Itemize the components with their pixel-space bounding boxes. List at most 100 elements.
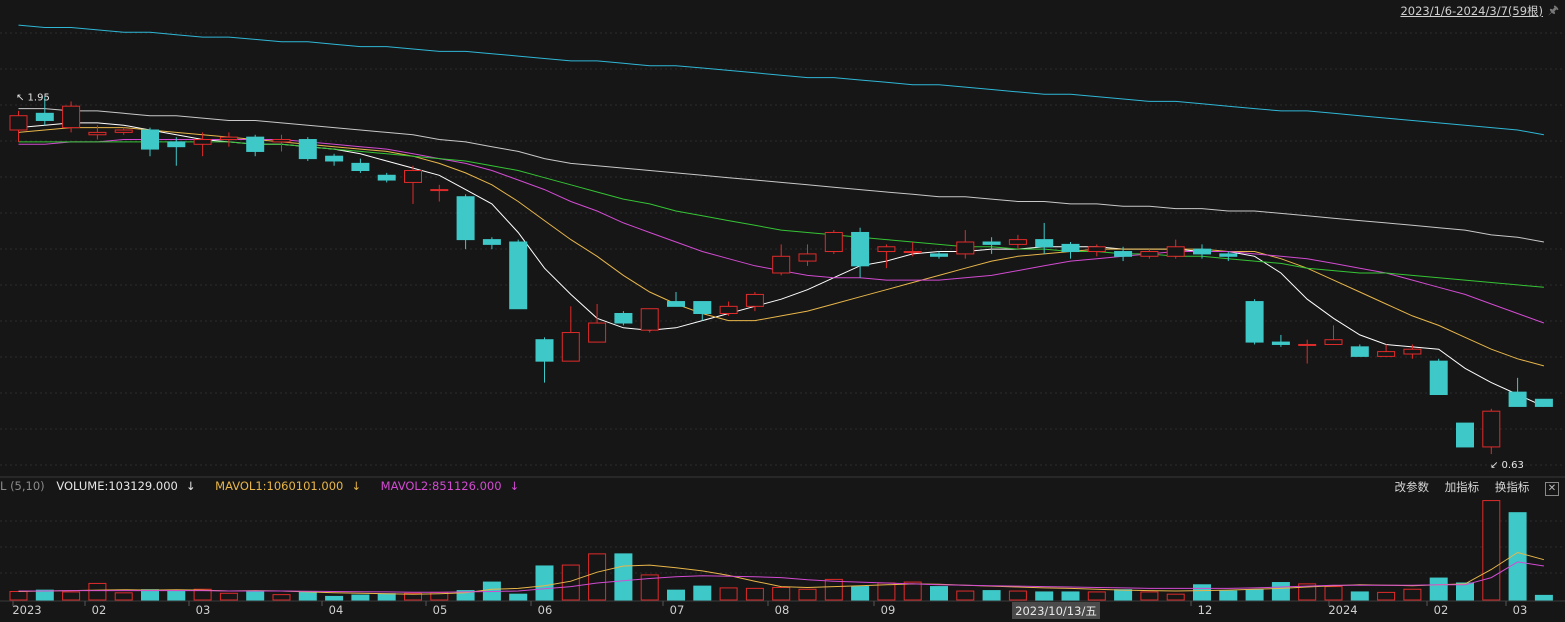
volume-bar[interactable] [1350, 591, 1369, 601]
volume-bar[interactable] [667, 589, 685, 601]
candle[interactable] [298, 137, 317, 161]
volume-bar[interactable] [377, 593, 396, 601]
candle[interactable] [509, 239, 528, 310]
volume-bar[interactable] [246, 590, 265, 601]
candle[interactable] [1193, 244, 1211, 259]
volume-bar[interactable] [614, 553, 633, 601]
candle[interactable] [193, 132, 212, 157]
volume-bar[interactable] [535, 565, 554, 601]
volume-bar[interactable] [167, 590, 186, 601]
volume-bar[interactable] [877, 582, 896, 601]
volume-bar[interactable] [193, 588, 212, 601]
volume-bar[interactable] [640, 574, 659, 601]
volume-bar[interactable] [1429, 577, 1448, 601]
candle[interactable] [588, 303, 607, 343]
volume-bar[interactable] [1298, 583, 1317, 601]
candle[interactable] [404, 165, 422, 204]
candle[interactable] [1403, 344, 1422, 359]
volume-bar[interactable] [1008, 590, 1027, 601]
candle[interactable] [377, 172, 396, 183]
volume-bar[interactable] [745, 587, 764, 601]
candle[interactable] [982, 237, 1001, 254]
candle[interactable] [1140, 249, 1159, 259]
candle[interactable] [930, 251, 948, 259]
volume-bar[interactable] [1140, 591, 1159, 601]
volume-bar[interactable] [1061, 591, 1080, 601]
pin-icon[interactable]: 🖈 [1547, 3, 1559, 17]
candle[interactable] [956, 230, 975, 259]
candle[interactable] [351, 158, 370, 173]
volume-bar[interactable] [1534, 594, 1553, 601]
candle[interactable] [851, 227, 870, 278]
volume-bar[interactable] [1114, 589, 1133, 601]
candle[interactable] [877, 244, 896, 269]
candle[interactable] [430, 184, 449, 202]
candle[interactable] [1456, 422, 1474, 448]
candle[interactable] [614, 311, 633, 326]
candle[interactable] [535, 337, 554, 383]
volume-bar[interactable] [824, 578, 843, 601]
date-range-label[interactable]: 2023/1/6-2024/3/7(59根) [1400, 4, 1543, 18]
candle[interactable] [219, 132, 238, 147]
volume-bar[interactable] [351, 594, 370, 601]
candle[interactable] [1061, 242, 1080, 259]
volume-bar[interactable] [456, 590, 475, 601]
volume-bar[interactable] [35, 589, 54, 601]
switch-indicator-button[interactable]: 换指标 [1494, 480, 1530, 494]
candle[interactable] [35, 96, 54, 126]
volume-bar[interactable] [9, 590, 28, 601]
volume-bar[interactable] [798, 588, 817, 601]
candle[interactable] [141, 127, 159, 157]
candle[interactable] [1219, 251, 1238, 262]
candle[interactable] [903, 242, 922, 257]
candle[interactable] [1298, 339, 1317, 364]
volume-bar[interactable] [1324, 586, 1343, 601]
volume-bar[interactable] [404, 592, 422, 601]
volume-bar[interactable] [1219, 590, 1238, 601]
candle[interactable] [824, 230, 843, 254]
candle[interactable] [325, 153, 344, 166]
candle[interactable] [1008, 234, 1027, 250]
candle[interactable] [1271, 334, 1290, 347]
volume-bar[interactable] [693, 585, 712, 601]
volume-bar[interactable] [272, 594, 291, 601]
volume-bar[interactable] [509, 593, 528, 601]
candle[interactable] [1245, 299, 1264, 345]
edit-params-button[interactable]: 改参数 [1394, 480, 1430, 494]
volume-bar[interactable] [1456, 582, 1474, 601]
volume-bar[interactable] [219, 592, 238, 601]
candle[interactable] [1166, 239, 1185, 259]
candle[interactable] [114, 127, 133, 135]
candle[interactable] [456, 194, 475, 250]
candle[interactable] [246, 134, 265, 157]
volume-bar[interactable] [1245, 589, 1264, 601]
volume-bar[interactable] [1403, 588, 1422, 601]
candle[interactable] [167, 137, 186, 166]
volume-bar[interactable] [1482, 500, 1501, 601]
candle[interactable] [1429, 358, 1448, 396]
volume-bar[interactable] [1035, 591, 1054, 601]
candle[interactable] [1377, 344, 1396, 357]
candle[interactable] [1482, 408, 1501, 455]
volume-bar[interactable] [1193, 584, 1211, 601]
volume-bar[interactable] [930, 586, 948, 601]
volume-bar[interactable] [1508, 512, 1527, 601]
add-indicator-button[interactable]: 加指标 [1444, 480, 1480, 494]
candle[interactable] [1508, 377, 1527, 407]
candle[interactable] [1350, 344, 1369, 357]
volume-bar[interactable] [588, 553, 607, 601]
candle[interactable] [482, 237, 501, 250]
volume-bar[interactable] [1377, 591, 1396, 601]
candle[interactable] [1114, 246, 1133, 262]
volume-bar[interactable] [903, 581, 922, 601]
candle[interactable] [719, 301, 738, 316]
candle[interactable] [640, 308, 659, 333]
close-icon[interactable]: ✕ [1545, 482, 1559, 496]
volume-bar[interactable] [62, 591, 81, 601]
volume-bar[interactable] [1087, 591, 1106, 601]
candle[interactable] [1035, 222, 1054, 254]
candle[interactable] [1324, 325, 1343, 345]
volume-bar[interactable] [141, 589, 159, 601]
candle[interactable] [798, 244, 817, 266]
